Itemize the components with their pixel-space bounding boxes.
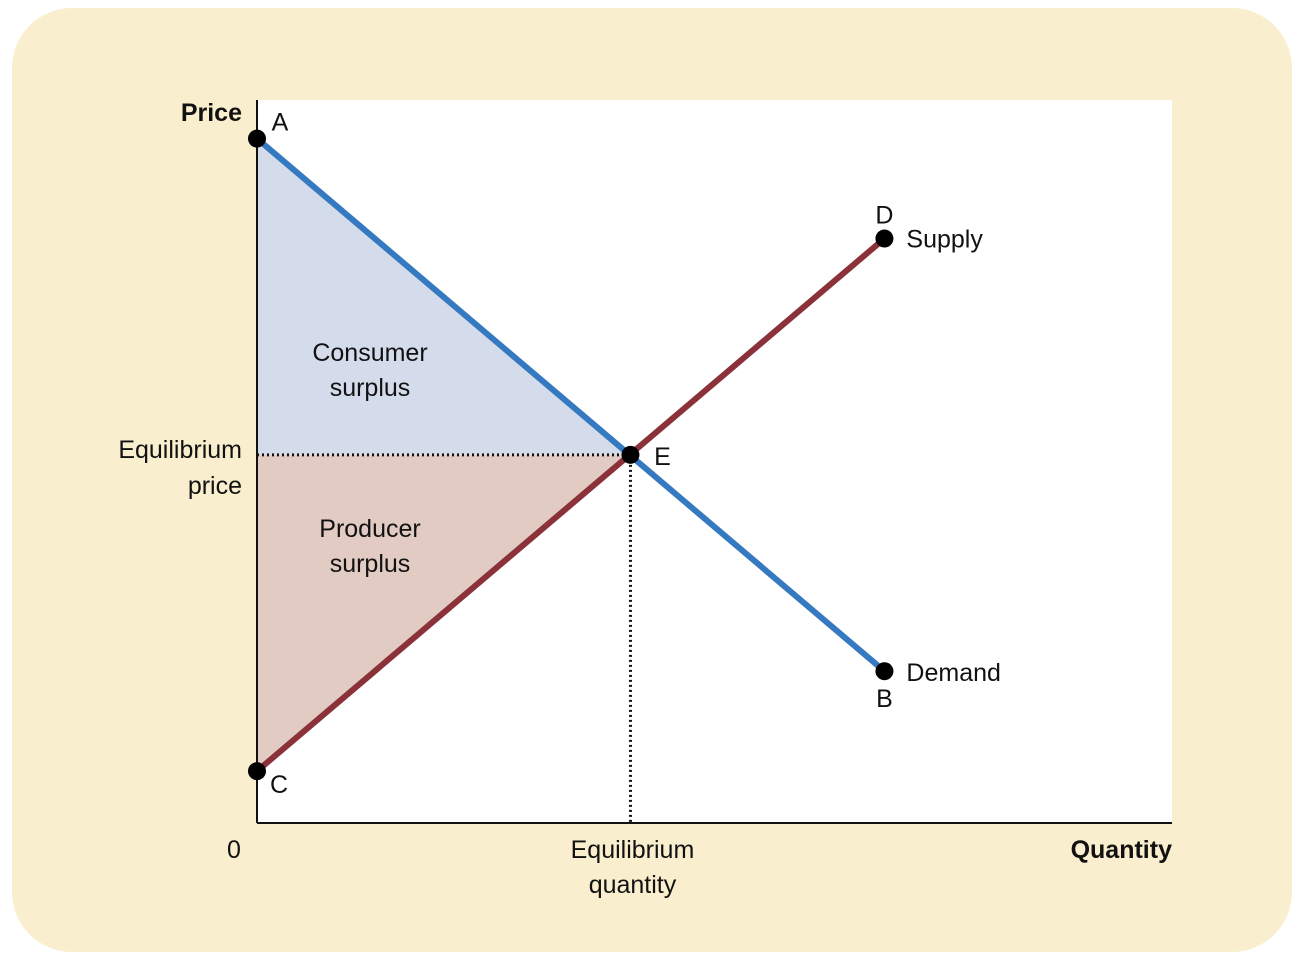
supply-label: Supply — [906, 226, 983, 254]
equilibrium-quantity-label: Equilibrium — [571, 836, 695, 864]
demand-curve — [255, 136, 887, 674]
equilibrium-quantity-label: quantity — [589, 871, 677, 899]
point-b-label: B — [876, 685, 893, 713]
point-d-label: D — [875, 202, 893, 230]
x-axis-label: Quantity — [1071, 836, 1172, 864]
origin-label: 0 — [227, 836, 241, 864]
point-b-marker — [875, 662, 894, 681]
point-d-marker — [875, 229, 894, 248]
consumer-surplus-label: Consumer — [312, 339, 427, 367]
point-e-label: E — [654, 443, 671, 471]
equilibrium-price-label: price — [188, 472, 242, 500]
point-e-marker — [621, 445, 640, 464]
point-a-label: A — [272, 109, 289, 137]
equilibrium-price-label: Equilibrium — [118, 436, 242, 464]
demand-label: Demand — [906, 659, 1001, 687]
consumer-surplus-label: surplus — [330, 374, 411, 402]
producer-surplus-label: Producer — [319, 515, 420, 543]
point-c-marker — [248, 762, 266, 781]
point-a-marker — [248, 129, 266, 148]
point-c-label: C — [270, 771, 288, 799]
producer-surplus-label: surplus — [330, 550, 411, 578]
supply-curve — [255, 236, 887, 774]
y-axis-label: Price — [181, 99, 242, 127]
